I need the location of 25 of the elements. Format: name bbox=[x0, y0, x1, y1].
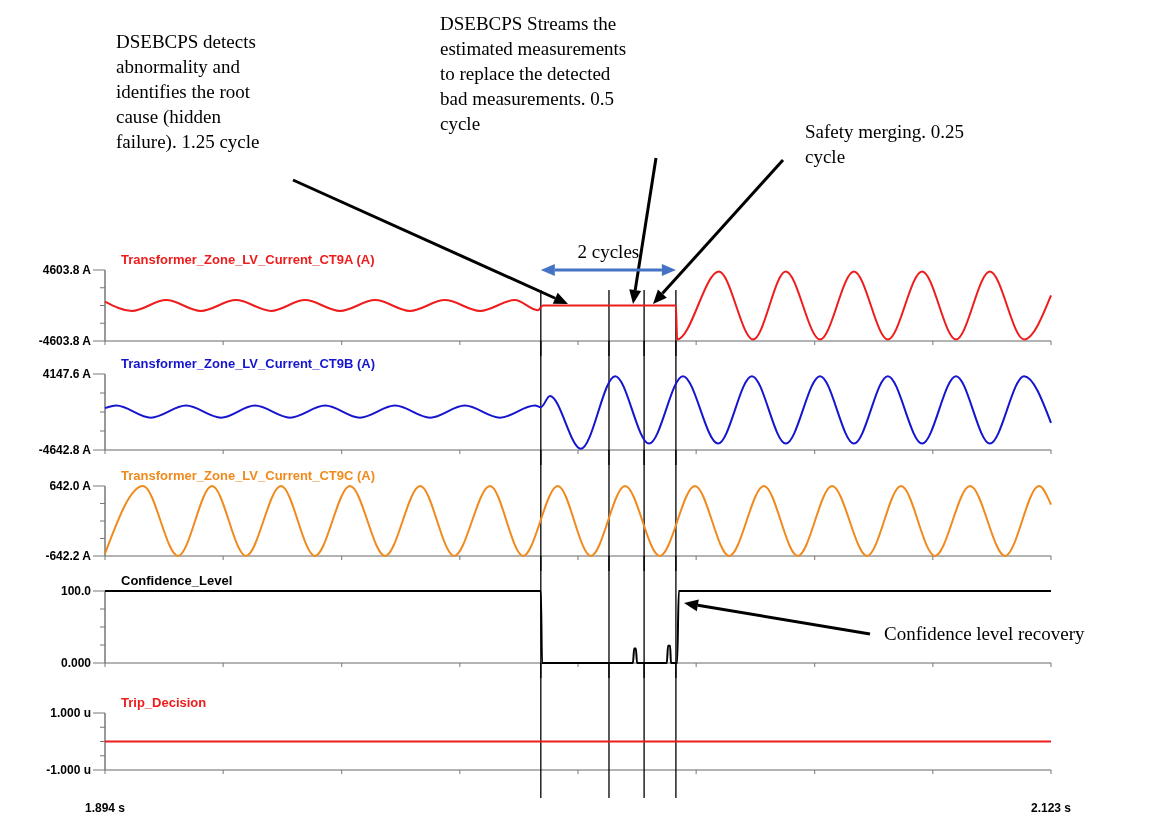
y-tick-label: -4603.8 A bbox=[38, 334, 92, 349]
y-tick-label: 4603.8 A bbox=[42, 263, 92, 278]
y-tick-label: 642.0 A bbox=[49, 479, 92, 494]
annotation: Confidence level recovery bbox=[884, 623, 1085, 644]
series-label: Transformer_Zone_LV_Current_CT9C (A) bbox=[121, 468, 376, 483]
text: Safety merging. 0.25 cycle bbox=[805, 121, 965, 167]
x-tick-label: 1.894 s bbox=[84, 801, 126, 814]
y-tick-label: 100.0 bbox=[60, 584, 92, 599]
y-tick-label: -642.2 A bbox=[45, 549, 92, 564]
y-tick-label: -4642.8 A bbox=[38, 443, 92, 458]
text: Transformer_Zone_LV_Current_CT9A (A) bbox=[121, 252, 375, 267]
text: Trip_Decision bbox=[121, 695, 207, 710]
text: Transformer_Zone_LV_Current_CT9B (A) bbox=[121, 356, 376, 371]
line-series bbox=[104, 270, 1052, 341]
line-series bbox=[104, 485, 1052, 557]
text: DSEBCPS Streams the estimated measurements to replace the detected bad measurements. 0.5 cycle bbox=[440, 13, 627, 134]
text: 2 cycles bbox=[577, 241, 640, 262]
y-tick-label: -1.000 u bbox=[46, 763, 91, 778]
x-tick-label: 2.123 s bbox=[1030, 801, 1072, 814]
y-tick-label: 4147.6 A bbox=[42, 367, 92, 382]
line-series bbox=[104, 375, 1052, 450]
series-label: Confidence_Level bbox=[121, 573, 233, 588]
y-tick-label: 0.000 bbox=[60, 656, 92, 671]
y-tick-label: 1.000 u bbox=[50, 706, 91, 721]
text: DSEBCPS detects abnormality and identifies the root cause (hidden failure). 1.25 cycle bbox=[116, 31, 260, 153]
